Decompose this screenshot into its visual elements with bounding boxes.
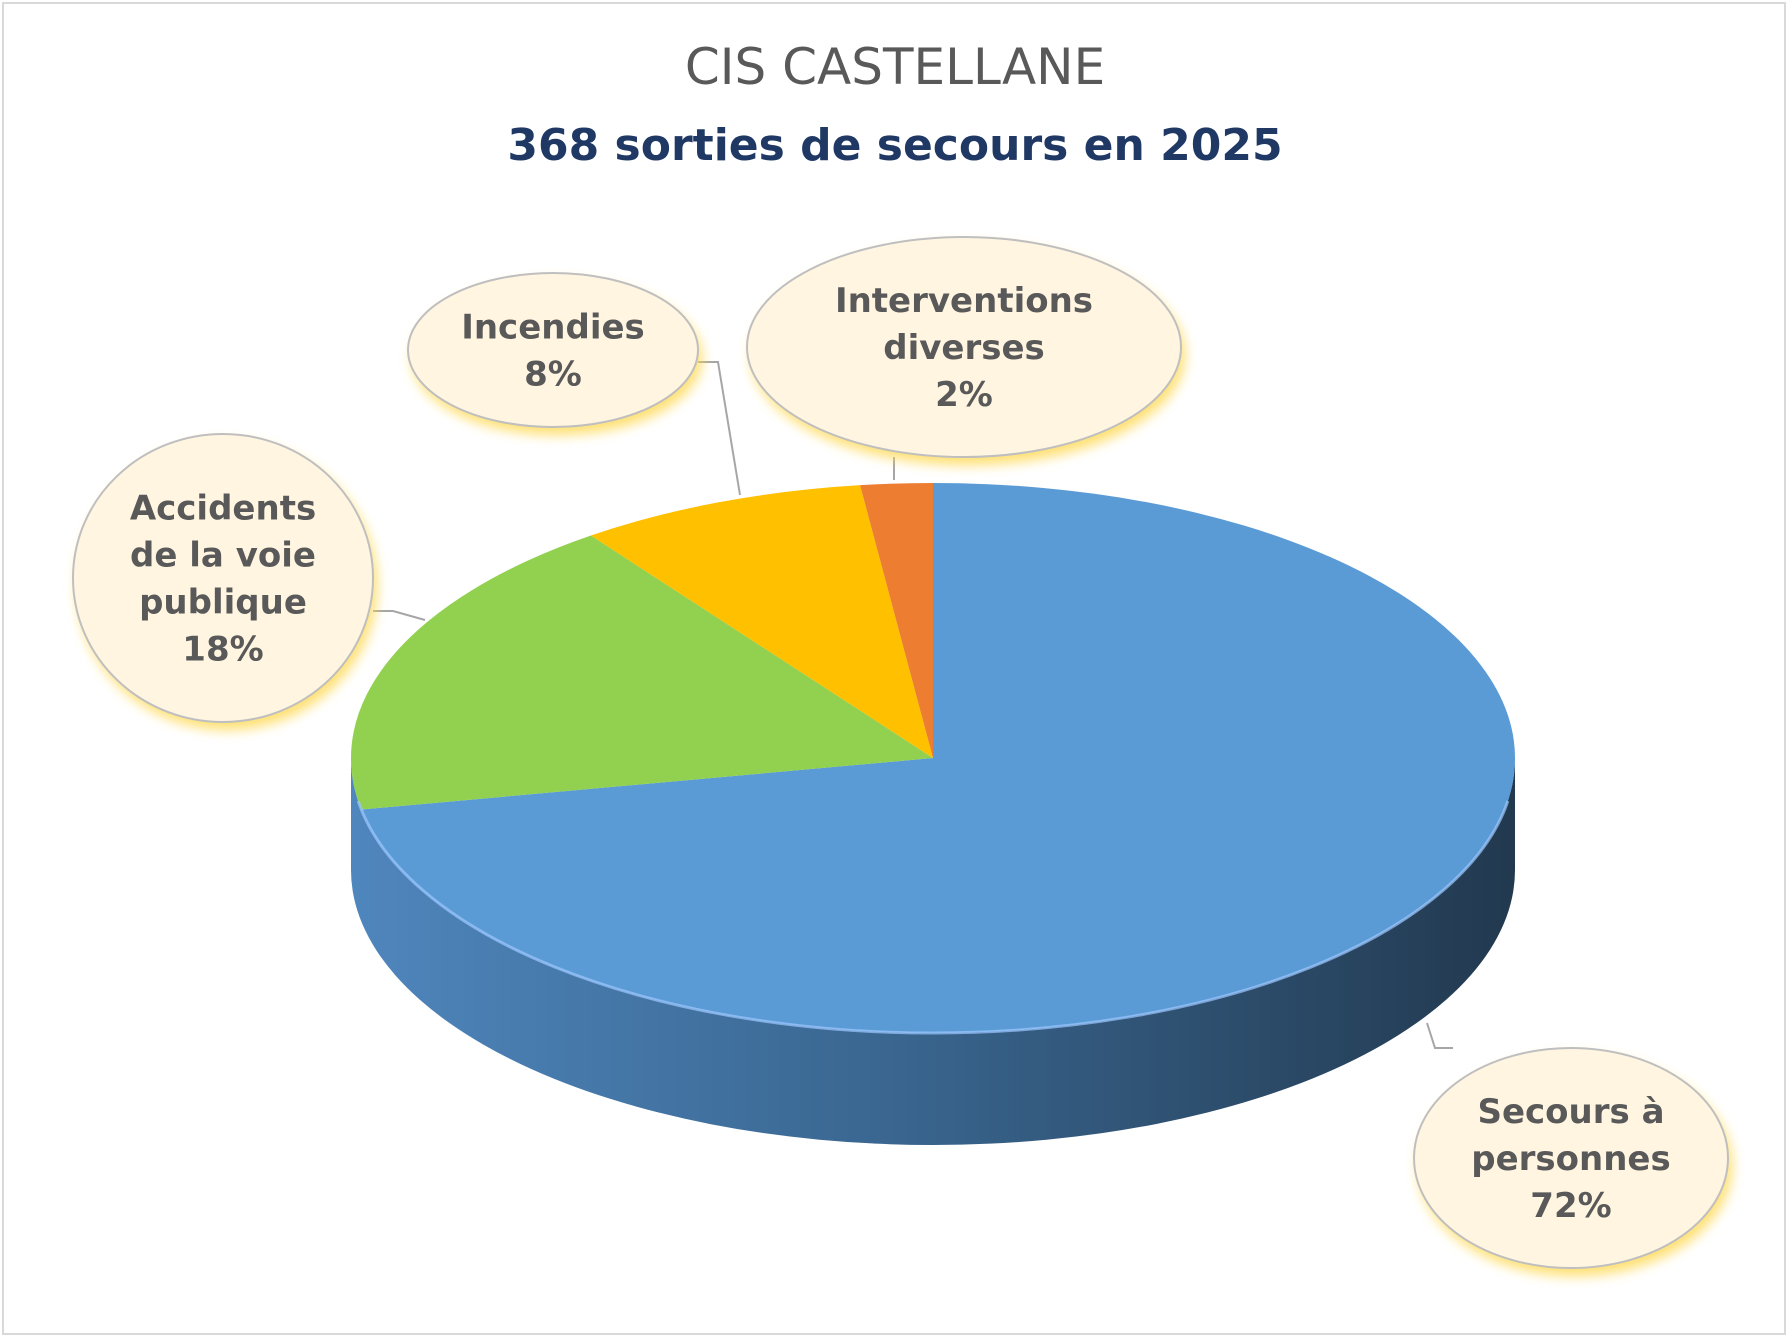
pie-side-wall	[351, 758, 1515, 1145]
data-label-bubble: Secours à personnes 72%	[1413, 1047, 1732, 1276]
pie-slice	[361, 483, 1515, 1033]
chart-subtitle: 368 sorties de secours en 2025	[507, 120, 1283, 171]
pie-top	[350, 483, 1515, 1035]
data-label-percent: 72%	[1530, 1186, 1611, 1226]
data-label-category: diverses	[883, 328, 1045, 368]
pie-slice	[590, 485, 933, 758]
data-label-percent: 8%	[524, 355, 582, 395]
data-label-category: publique	[139, 583, 307, 623]
data-label-category: de la voie	[130, 536, 316, 576]
pie-side-wall-face	[351, 758, 1515, 1145]
pie-slice	[350, 535, 933, 810]
bubble-shape	[407, 272, 699, 428]
data-label-category: personnes	[1471, 1139, 1670, 1179]
bubble-shape	[746, 236, 1182, 458]
leader-lines	[373, 361, 1453, 1049]
data-label-bubble: Incendies 8%	[407, 272, 702, 435]
data-label-percent: 18%	[182, 630, 263, 670]
leader-line	[698, 361, 741, 496]
pie-rim-highlight	[356, 800, 1510, 1035]
data-label-bubble: Accidents de la voie publique 18%	[72, 433, 377, 730]
data-label-category: Incendies	[461, 308, 645, 348]
data-labels: Secours à personnes 72% Accidents de la voie…	[72, 236, 1732, 1276]
data-label-percent: 2%	[935, 375, 993, 415]
data-label-bubble: Interventions diverses 2%	[746, 236, 1185, 465]
bubble-shape	[72, 433, 374, 723]
data-label-category: Secours à	[1477, 1092, 1664, 1132]
pie-slice	[860, 483, 933, 758]
bubble-shape	[1413, 1047, 1729, 1269]
chart-title: CIS CASTELLANE	[684, 38, 1106, 96]
data-label-category: Accidents	[130, 489, 316, 529]
leader-line	[1426, 1022, 1453, 1049]
data-label-category: Interventions	[835, 281, 1093, 321]
leader-line	[373, 610, 426, 621]
